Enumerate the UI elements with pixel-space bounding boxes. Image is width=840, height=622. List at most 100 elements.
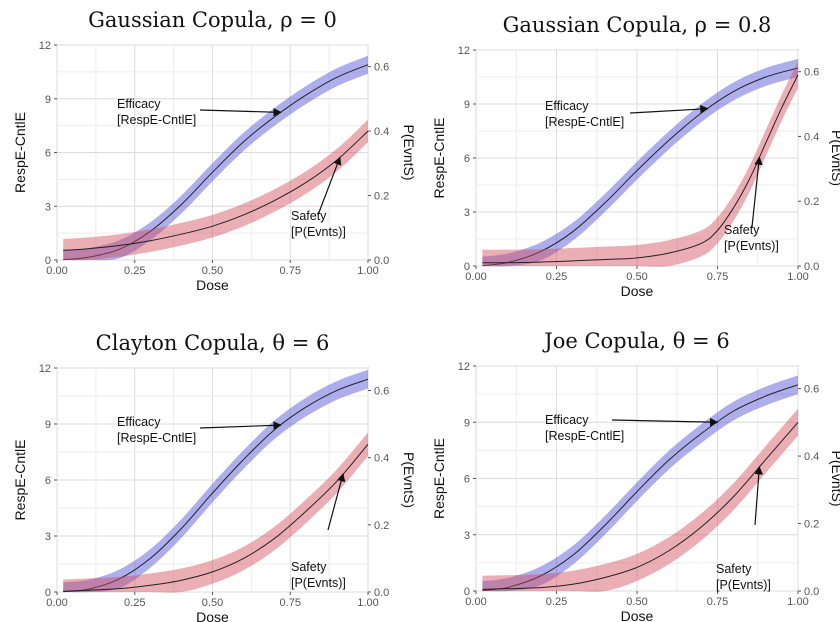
annotation-safety: Safety [P(Evnts)] [716, 466, 771, 592]
y2-axis-label: P(EvntS) [829, 450, 840, 506]
x-axis-label: Dose [196, 609, 229, 622]
y2-axis-label: P(EvntS) [401, 452, 417, 508]
y-tick-label: 12 [458, 45, 470, 57]
annotation-text: Efficacy [117, 97, 161, 111]
panel-4: 0.00 0.25 0.50 0.75 1.00 0 3 6 9 12 0.0 0.2 0.4 0.6 Jo… [431, 329, 840, 622]
y2-tick-label: 0.2 [374, 520, 389, 532]
y-tick-label: 12 [39, 363, 51, 375]
x-axis-label: Dose [621, 283, 654, 299]
y-axis-label: RespE-CntlE [431, 118, 447, 199]
y2-axis-label: P(EvntS) [401, 124, 417, 180]
annotation-efficacy: Efficacy [RespE-CntlE] [545, 413, 719, 443]
series-safety [63, 432, 369, 593]
y2-tick-label: 0.4 [374, 453, 389, 465]
x-tick-label: 0.50 [626, 271, 647, 283]
annotation-efficacy: Efficacy [RespE-CntlE] [117, 415, 282, 445]
ci-band-efficacy [482, 59, 798, 267]
annotation-text: Safety [291, 560, 327, 574]
y2-tick-label: 0.0 [374, 587, 389, 599]
x-tick-label: 1.00 [357, 597, 378, 609]
annotation-text: [RespE-CntlE] [117, 113, 196, 127]
series-efficacy [63, 55, 369, 261]
panel-title: Gaussian Copula, ρ = 0 [88, 8, 337, 32]
x-tick-label: 1.00 [787, 596, 808, 608]
gridlines [475, 365, 799, 592]
line-efficacy [63, 64, 369, 261]
annotation-text: Safety [291, 209, 327, 223]
line-safety [63, 130, 369, 251]
annotation-text: Safety [716, 562, 752, 576]
y2-tick-label: 0.6 [374, 62, 389, 74]
y2-tick-label: 0.6 [804, 67, 819, 79]
ci-band-efficacy [482, 375, 798, 592]
annotation-text: [P(Evnts)] [291, 576, 346, 590]
annotation-arrow [199, 107, 282, 117]
ci-band-efficacy [63, 55, 368, 261]
annotation-text: Efficacy [117, 415, 161, 429]
y2-tick-label: 0.6 [374, 386, 389, 398]
y-tick-label: 3 [45, 531, 51, 543]
y-tick-label: 0 [464, 586, 470, 598]
y-tick-label: 9 [464, 417, 470, 429]
annotation-text: Efficacy [545, 413, 589, 427]
y-tick-label: 12 [458, 361, 470, 373]
x-axis-label: Dose [196, 277, 229, 293]
x-tick-label: 0.25 [124, 265, 145, 277]
x-tick-label: 0.50 [202, 265, 223, 277]
panel-3: 0.00 0.25 0.50 0.75 1.00 0 3 6 9 12 0.0 0.2 0.4 0.6 Cl… [12, 331, 417, 622]
series-efficacy [63, 369, 369, 593]
y-tick-label: 6 [45, 148, 51, 160]
annotation-safety: Safety [P(Evnts)] [291, 472, 346, 590]
y-tick-label: 6 [45, 475, 51, 487]
y2-tick-label: 0.4 [374, 126, 389, 138]
annotation-arrow [327, 472, 346, 531]
y-axis-label: RespE-CntlE [12, 112, 28, 193]
line-efficacy [482, 67, 799, 267]
ci-band-safety [63, 432, 368, 593]
annotation-text: [P(Evnts)] [291, 225, 346, 239]
y2-tick-label: 0.4 [804, 131, 819, 143]
annotation-efficacy: Efficacy [RespE-CntlE] [545, 99, 709, 129]
line-efficacy [63, 378, 369, 593]
annotation-text: [P(Evnts)] [716, 578, 771, 592]
ci-band-safety [63, 119, 368, 261]
y2-tick-label: 0.0 [374, 255, 389, 267]
annotation-text: [RespE-CntlE] [545, 429, 624, 443]
y2-axis-label: P(EvntS) [829, 130, 840, 186]
x-tick-label: 0.25 [124, 597, 145, 609]
x-tick-label: 1.00 [787, 271, 808, 283]
line-safety [63, 443, 369, 592]
x-tick-label: 0.75 [707, 596, 728, 608]
y-tick-label: 0 [464, 261, 470, 273]
y-tick-label: 3 [464, 530, 470, 542]
x-tick-label: 0.75 [280, 265, 301, 277]
panel-2: 0.00 0.25 0.50 0.75 1.00 0 3 6 9 12 0.0 0.2 0.4 0.6 Ga… [431, 13, 840, 299]
x-tick-label: 0.00 [46, 265, 67, 277]
panel-title: Clayton Copula, θ = 6 [96, 331, 330, 355]
y-tick-label: 3 [45, 201, 51, 213]
y2-tick-label: 0.6 [804, 384, 819, 396]
annotation-arrow [317, 156, 342, 216]
panel-title: Gaussian Copula, ρ = 0.8 [503, 13, 772, 37]
x-tick-label: 0.50 [626, 596, 647, 608]
annotation-text: Safety [724, 223, 760, 237]
annotation-arrow [751, 156, 763, 228]
annotation-safety: Safety [P(Evnts)] [291, 156, 346, 239]
gridlines [475, 49, 799, 267]
series-safety [482, 408, 799, 592]
ci-band-efficacy [63, 369, 368, 593]
y2-tick-label: 0.0 [804, 586, 819, 598]
annotation-safety: Safety [P(Evnts)] [724, 156, 779, 253]
panel-title: Joe Copula, θ = 6 [542, 329, 729, 353]
x-axis-label: Dose [621, 608, 654, 622]
panel-1: 0.00 0.25 0.50 0.75 1.00 0 3 6 9 12 0.0 0.2 0.4 0.6 Ga… [12, 8, 417, 293]
y-axis-label: RespE-CntlE [431, 438, 447, 519]
y-tick-label: 6 [464, 153, 470, 165]
annotation-text: Efficacy [545, 99, 589, 113]
y2-tick-label: 0.0 [804, 261, 819, 273]
x-tick-label: 0.00 [465, 271, 486, 283]
x-tick-label: 0.50 [202, 597, 223, 609]
x-tick-label: 0.75 [280, 597, 301, 609]
y-tick-label: 9 [45, 94, 51, 106]
